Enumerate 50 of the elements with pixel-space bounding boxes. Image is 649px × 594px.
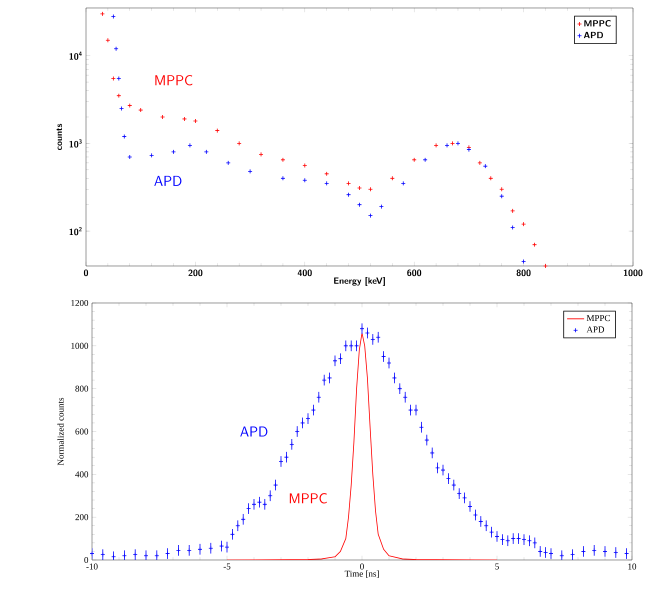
- y-tick-label: 10$^{2}$: [70, 226, 82, 236]
- legend-label: MPPC: [586, 315, 610, 322]
- point: [456, 141, 460, 146]
- point: [193, 118, 198, 124]
- point: [149, 152, 154, 158]
- x-tick-label: 1000: [624, 270, 642, 276]
- y-axis-title: counts: [56, 124, 62, 150]
- x-tick-label: -5: [224, 564, 230, 570]
- x-tick-label: 0: [360, 564, 364, 570]
- y-tick-label: 1000: [71, 342, 88, 349]
- x-tick-label: 400: [298, 270, 312, 276]
- annotation: MPPC: [155, 75, 192, 86]
- point: [110, 76, 116, 81]
- point: [110, 14, 116, 19]
- point: [543, 264, 548, 268]
- x-tick-label: 10: [628, 564, 636, 570]
- y-tick-label: 10$^{3}$: [70, 139, 82, 148]
- x-tick-label: 600: [407, 270, 422, 276]
- y-tick-label: 600: [75, 428, 88, 435]
- annotation: APD: [154, 176, 182, 186]
- point: [171, 150, 176, 154]
- legend-label: APD: [584, 32, 603, 38]
- annotation: APD: [240, 426, 268, 436]
- point: [258, 152, 264, 157]
- x-tick-label: 5: [495, 564, 499, 570]
- point: [119, 106, 124, 111]
- x-axis-title: Energy [keV]: [334, 276, 385, 286]
- point: [357, 186, 362, 190]
- line-series: [226, 332, 498, 560]
- point: [521, 259, 526, 264]
- x-axis-title: Time [ns]: [344, 570, 379, 578]
- point: [100, 11, 105, 16]
- point: [160, 114, 165, 120]
- legend-label: MPPC: [584, 20, 611, 27]
- y-tick-label: 10$^{4}$: [70, 52, 82, 60]
- point: [450, 141, 455, 146]
- point: [248, 168, 252, 174]
- point: [346, 180, 351, 186]
- annotation: MPPC: [290, 493, 327, 504]
- y-tick-label: 400: [75, 471, 88, 478]
- x-tick-label: -10: [86, 564, 98, 570]
- x-tick-label: 200: [188, 270, 202, 276]
- point: [182, 116, 187, 122]
- y-tick-label: 200: [75, 514, 88, 520]
- legend-label: APD: [586, 326, 604, 332]
- y-tick-label: 0: [84, 556, 88, 564]
- y-tick-label: 1200: [71, 300, 88, 306]
- y-axis-title: Normalized counts: [57, 398, 64, 466]
- y-tick-label: 800: [75, 386, 88, 392]
- x-tick-label: 800: [516, 270, 531, 276]
